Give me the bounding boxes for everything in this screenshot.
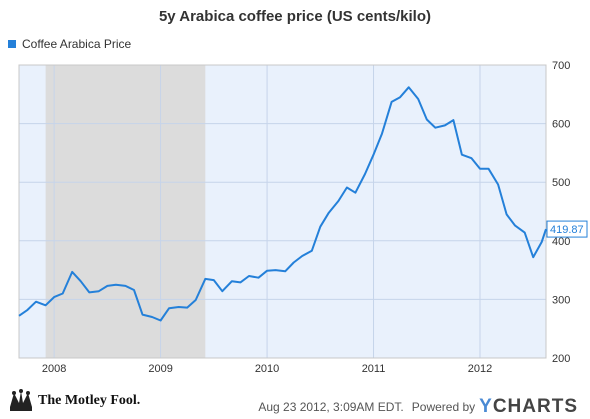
- recession-shading: [45, 65, 206, 358]
- motley-fool-text: The Motley Fool.: [38, 393, 141, 408]
- y-axis: 200 300 400 500 600 700: [552, 60, 570, 365]
- y-tick-label: 700: [552, 60, 570, 72]
- legend: Coffee Arabica Price: [8, 37, 131, 51]
- x-axis: 2008 2009 2010 2011 2012: [42, 363, 492, 375]
- footer-attribution: Aug 23 2012, 3:09AM EDT. Powered by YCHA…: [258, 396, 578, 418]
- x-tick-label: 2008: [42, 363, 66, 375]
- powered-by-text: Powered by: [411, 400, 476, 414]
- y-tick-label: 300: [552, 294, 570, 306]
- last-value-marker: 419.87: [546, 220, 588, 238]
- last-value-label: 419.87: [550, 224, 584, 236]
- chart-title: 5y Arabica coffee price (US cents/kilo): [158, 8, 432, 25]
- y-tick-label: 200: [552, 353, 570, 365]
- plot-border: [18, 64, 547, 359]
- x-tick-label: 2012: [468, 363, 492, 375]
- y-tick-label: 500: [552, 177, 570, 189]
- legend-label: Coffee Arabica Price: [22, 37, 132, 51]
- x-tick-label: 2009: [148, 363, 172, 375]
- last-value-box: [546, 220, 588, 238]
- ycharts-y-letter: Y: [479, 396, 493, 417]
- ycharts-text: CHARTS: [492, 396, 578, 417]
- series-line: [18, 86, 547, 322]
- y-tick-label: 600: [552, 119, 570, 131]
- x-tick-label: 2011: [362, 363, 386, 375]
- ycharts-logo[interactable]: YCHARTS: [479, 396, 578, 418]
- shaded-period: [45, 65, 206, 358]
- timestamp: Aug 23 2012, 3:09AM EDT.: [258, 400, 404, 414]
- jester-hat-icon: [10, 389, 32, 411]
- motley-fool-logo: The Motley Fool.: [8, 389, 140, 413]
- legend-swatch: [8, 40, 16, 48]
- series-line-coffee-arabica: [18, 86, 547, 322]
- x-tick-label: 2010: [255, 363, 279, 375]
- y-tick-label: 400: [552, 236, 570, 248]
- gridlines: [18, 64, 547, 359]
